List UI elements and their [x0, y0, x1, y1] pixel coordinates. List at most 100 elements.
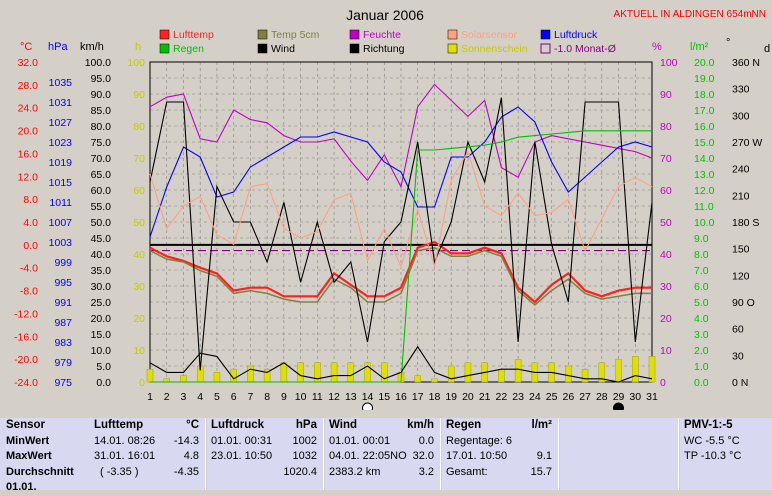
- x-tick-label: 25: [546, 391, 558, 403]
- wind-unit-label: km/h: [80, 41, 104, 53]
- pressure-tick-label: 979: [54, 357, 72, 369]
- wind-tick-label: 0.0: [96, 377, 111, 389]
- summary-regen: Regen l/m² Regentage: 6 17.01. 10:50 9.1 G…: [442, 418, 559, 490]
- rain-tick-label: 1.0: [694, 361, 709, 373]
- sunshine-bar: [431, 378, 438, 383]
- sun-tick-label: 90: [133, 89, 145, 101]
- temp-tick-label: 20.0: [18, 126, 39, 138]
- wind-tick-label: 90.0: [91, 89, 112, 101]
- direction-tick-label: 210: [732, 190, 750, 202]
- rain-tick-label: 19.0: [694, 73, 715, 85]
- series-line-luftdruck: [149, 106, 653, 238]
- pressure-tick-label: 1011: [49, 197, 72, 209]
- pmv-windchill: WC -5.5 °C: [684, 434, 740, 447]
- temp-tick-label: 0.0: [23, 240, 38, 252]
- grid: [149, 61, 653, 383]
- luftdruck-min-value: 1002: [292, 434, 317, 447]
- x-tick-label: 20: [462, 391, 474, 403]
- pressure-tick-label: 987: [54, 317, 72, 329]
- rain-tick-label: 10.0: [694, 217, 715, 229]
- temp-unit-label: °C: [20, 41, 32, 53]
- x-tick-label: 11: [312, 391, 323, 403]
- direction-tick-label: 90 O: [732, 297, 755, 309]
- x-tick-label: 10: [295, 391, 307, 403]
- legend-label-5: Richtung: [363, 43, 405, 55]
- x-tick-label: 14: [362, 391, 374, 403]
- legend-label-8: Luftdruck: [554, 29, 598, 41]
- sunshine-bar: [297, 362, 304, 383]
- lufttemp-avg-value: -4.35: [173, 465, 199, 478]
- direction-unit-label: °: [726, 37, 730, 49]
- legend-label-1: Regen: [173, 43, 204, 55]
- summary-lufttemp: Lufttemp °C 14.01. 08:26 -14.3 31.01. 16:0…: [90, 418, 206, 490]
- temp-tick-label: 12.0: [18, 171, 39, 183]
- regen-header: Regen: [446, 419, 482, 431]
- sunshine-bar: [464, 362, 472, 383]
- x-tick-label: 31: [646, 391, 658, 403]
- wind-tick-label: 15.0: [91, 329, 112, 341]
- pressure-tick-label: 983: [54, 337, 72, 349]
- wind-min-value: 0.0: [418, 434, 434, 447]
- direction-tick-label: 60: [732, 324, 744, 336]
- axis-headers: °C hPa km/h h % l/m² ° d: [20, 37, 770, 55]
- wind-tick-label: 70.0: [91, 153, 112, 165]
- legend-swatch-1: [159, 43, 170, 54]
- location-label: AKTUELL IN ALDINGEN 654mNN: [614, 9, 766, 20]
- lufttemp-unit: °C: [186, 419, 199, 431]
- sunshine-bar: [565, 365, 572, 383]
- series-line-richtung: [149, 97, 653, 371]
- direction-tick-label: 180 S: [732, 217, 759, 229]
- temp-tick-label: -12.0: [14, 308, 38, 320]
- x-tick-label: 23: [512, 391, 524, 403]
- temp-tick-label: 16.0: [18, 148, 39, 160]
- sunshine-bar: [330, 362, 338, 383]
- sun-tick-label: 70: [133, 153, 145, 165]
- wind-tick-label: 50.0: [91, 217, 112, 229]
- humidity-tick-label: 80: [660, 121, 672, 133]
- rain-tick-label: 11.0: [694, 201, 714, 213]
- row-label-max: MaxWert: [6, 450, 52, 462]
- rain-tick-label: 12.0: [694, 185, 715, 197]
- x-tick-label: 21: [479, 391, 491, 403]
- sunshine-bar: [146, 368, 154, 383]
- x-tick-label: 2: [164, 391, 170, 403]
- direction-tick-label: 30: [732, 350, 744, 362]
- wind-header: Wind: [329, 419, 357, 431]
- sun-tick-label: 0: [139, 377, 145, 389]
- direction-tick-label: 0 N: [732, 377, 748, 389]
- x-tick-label: 22: [496, 391, 508, 403]
- x-tick-label: 9: [281, 391, 287, 403]
- regen-unit: l/m²: [531, 419, 552, 431]
- rain-tick-label: 14.0: [694, 153, 715, 165]
- rain-tick-label: 0.0: [694, 377, 709, 389]
- luftdruck-max-time: 23.01. 10:50: [211, 450, 273, 462]
- series-line-solarsensor: [149, 150, 653, 269]
- x-tick-label: 30: [629, 391, 641, 403]
- wind-tick-label: 10.0: [91, 345, 112, 357]
- humidity-tick-label: 100: [660, 57, 678, 69]
- wind-tick-label: 95.0: [91, 73, 112, 85]
- x-axis-labels: 1 2 3 4 5 6 7 8 9 10 11 12 13 14 15 16 17 18 19 20 21 22 23 24 2…: [147, 391, 658, 403]
- pressure-tick-label: 1023: [49, 137, 73, 149]
- summary-luftdruck: Luftdruck hPa 01.01. 00:31 1002 23.01. 10:…: [207, 418, 324, 490]
- x-tick-label: 3: [181, 391, 187, 403]
- x-tick-label: 29: [613, 391, 625, 403]
- rain-tick-label: 8.0: [694, 249, 709, 261]
- luftdruck-min-time: 01.01. 00:31: [211, 434, 273, 447]
- sunshine-bar: [447, 365, 455, 383]
- sun-tick-label: 100: [127, 57, 145, 69]
- pressure-tick-label: 1019: [49, 157, 73, 169]
- temp-tick-label: 24.0: [18, 103, 39, 115]
- sun-tick-label: 30: [133, 281, 145, 293]
- direction-tick-label: 240: [732, 164, 750, 176]
- humidity-tick-label: 60: [660, 185, 672, 197]
- direction-tick-label: 330: [732, 84, 750, 96]
- x-tick-label: 18: [429, 391, 441, 403]
- legend-swatch-2: [257, 29, 268, 40]
- x-tick-label: 13: [345, 391, 357, 403]
- luftdruck-avg-value: 1020.4: [283, 465, 317, 478]
- temp-tick-label: 4.0: [23, 217, 38, 229]
- temp-tick-label: -4.0: [20, 263, 38, 275]
- series-line-temp-5cm: [149, 246, 652, 306]
- chart-title: Januar 2006: [346, 7, 424, 23]
